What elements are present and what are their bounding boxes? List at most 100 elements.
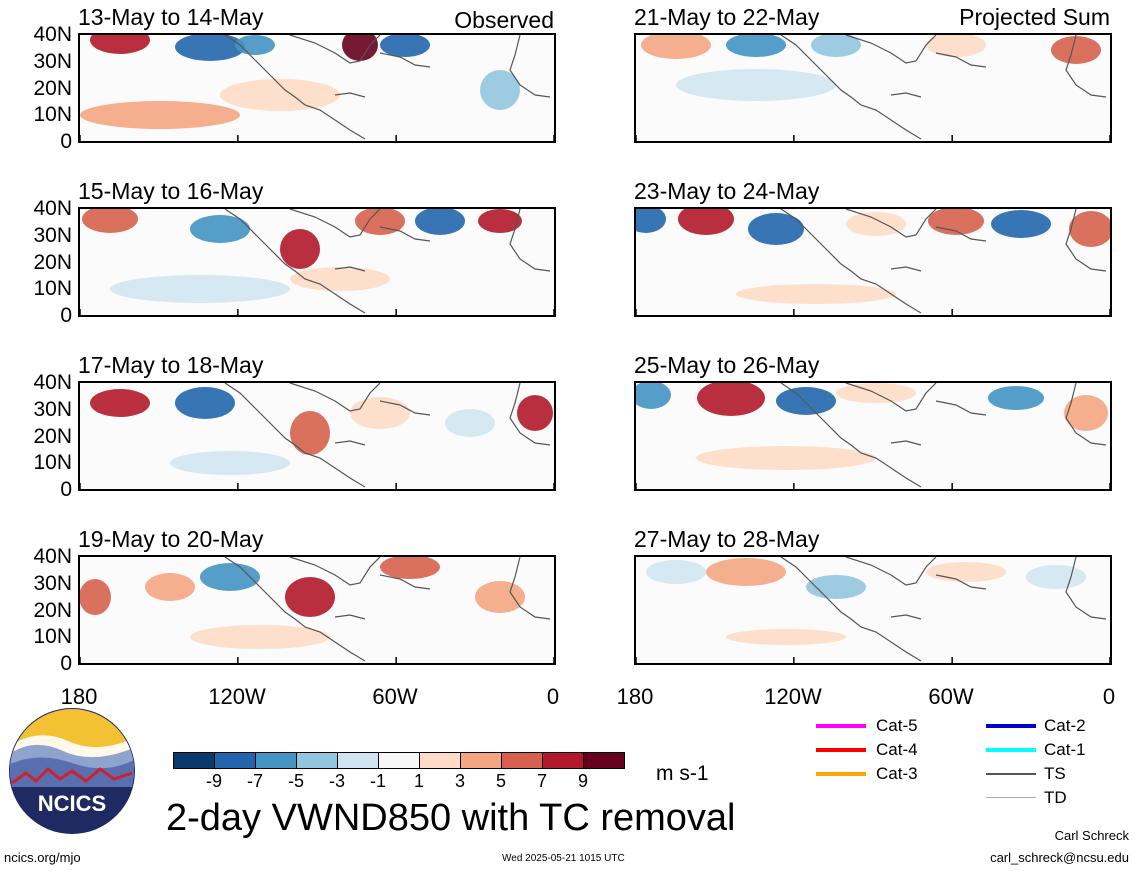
anomaly-region [285, 577, 335, 617]
panel-title-2: 15-May to 16-May [78, 178, 264, 204]
colorbar-label: 1 [413, 771, 425, 791]
coastline [845, 209, 937, 238]
anomaly-region [696, 446, 876, 470]
anomaly-region [641, 35, 711, 59]
lat-tick: 30N [33, 572, 72, 595]
map-field [636, 383, 1110, 489]
legend-line-cat1 [986, 748, 1036, 752]
footer-url[interactable]: ncics.org/mjo [4, 850, 81, 865]
anomaly-region [988, 386, 1044, 410]
anomaly-region [355, 209, 405, 235]
coastline [334, 266, 366, 272]
anomaly-region [170, 451, 290, 475]
anomaly-region [415, 209, 465, 235]
lat-tick: 30N [33, 50, 72, 73]
colorbar-cell [337, 752, 379, 769]
anomaly-region [445, 409, 495, 437]
anomaly-region [175, 35, 245, 61]
coastline [1065, 557, 1107, 620]
map-panel [634, 381, 1112, 491]
colorbar-label: 3 [454, 771, 466, 791]
coastline [780, 557, 922, 662]
anomaly-region [517, 395, 553, 431]
map-panel [78, 33, 556, 143]
lon-tick: 120W [208, 684, 266, 709]
anomaly-region [1069, 211, 1110, 247]
colorbar-label: -5 [287, 771, 305, 791]
colorbar-cell [255, 752, 297, 769]
map-field [636, 209, 1110, 315]
panel-title-5: 21-May to 22-May [634, 4, 820, 30]
anomaly-region [678, 209, 734, 235]
lat-tick: 40N [33, 197, 72, 220]
anomaly-region [846, 212, 906, 236]
colorbar-label: 7 [536, 771, 548, 791]
lon-tick: 60W [928, 684, 974, 709]
lat-tick: 20N [33, 77, 72, 100]
map-panel [634, 33, 1112, 143]
legend-label-cat3: Cat-3 [876, 764, 918, 783]
colorbar-cell [460, 752, 502, 769]
coastline [509, 209, 551, 272]
coastline [780, 383, 922, 488]
legend-line-cat4 [816, 748, 866, 752]
lon-tick: 120W [764, 684, 822, 709]
colorbar-cell [501, 752, 543, 769]
panel-title-3: 17-May to 18-May [78, 352, 264, 378]
colorbar-label: -9 [205, 771, 223, 791]
lon-tick: 180 [60, 684, 98, 709]
anomaly-region [926, 562, 1006, 582]
coastline [289, 35, 381, 64]
footer-email[interactable]: carl_schreck@ncsu.edu [990, 850, 1129, 865]
footer-author: Carl Schreck [1054, 828, 1129, 843]
coastline [935, 400, 987, 416]
anomaly-region [726, 35, 786, 57]
lat-tick: 30N [33, 224, 72, 247]
lat-tick: 40N [33, 23, 72, 46]
lat-tick: 0 [60, 478, 72, 501]
lat-tick: 20N [33, 599, 72, 622]
anomaly-region [1026, 565, 1086, 589]
lon-tick: 0 [1102, 684, 1116, 709]
anomaly-region [200, 563, 260, 591]
panel-title-7: 25-May to 26-May [634, 352, 820, 378]
anomaly-region [342, 35, 378, 61]
anomaly-region [706, 558, 786, 586]
legend-line-ts [986, 773, 1036, 775]
legend-line-cat3 [816, 772, 866, 776]
coastline [890, 440, 922, 446]
panel-title-4: 19-May to 20-May [78, 526, 264, 552]
colorbar-label: 9 [577, 771, 589, 791]
anomaly-region [676, 69, 836, 101]
legend-label-ts: TS [1044, 764, 1066, 783]
anomaly-region [380, 35, 430, 57]
coastline [935, 226, 987, 242]
anomaly-region [190, 215, 250, 243]
map-panel [634, 555, 1112, 665]
lat-tick: 20N [33, 425, 72, 448]
map-panel [634, 207, 1112, 317]
anomaly-region [1051, 36, 1101, 64]
coastline [224, 557, 366, 662]
lat-tick: 10N [33, 625, 72, 648]
coastline [289, 209, 381, 238]
anomaly-region [235, 35, 275, 55]
legend-label-cat1: Cat-1 [1044, 740, 1086, 759]
colorbar-cell [542, 752, 584, 769]
coastline [379, 400, 431, 416]
map-field [80, 557, 554, 663]
footer-timestamp: Wed 2025-05-21 1015 UTC [502, 853, 625, 864]
lon-tick: 180 [616, 684, 654, 709]
anomaly-region [636, 383, 671, 409]
anomaly-region [991, 210, 1051, 238]
legend-label-cat5: Cat-5 [876, 716, 918, 735]
coastline [224, 35, 366, 140]
anomaly-region [80, 101, 240, 129]
coastline [509, 35, 551, 98]
colorbar-cell [419, 752, 461, 769]
anomaly-region [80, 579, 111, 615]
coastline [890, 92, 922, 98]
lat-tick: 0 [60, 652, 72, 675]
anomaly-region [145, 573, 195, 601]
map-field [636, 557, 1110, 663]
